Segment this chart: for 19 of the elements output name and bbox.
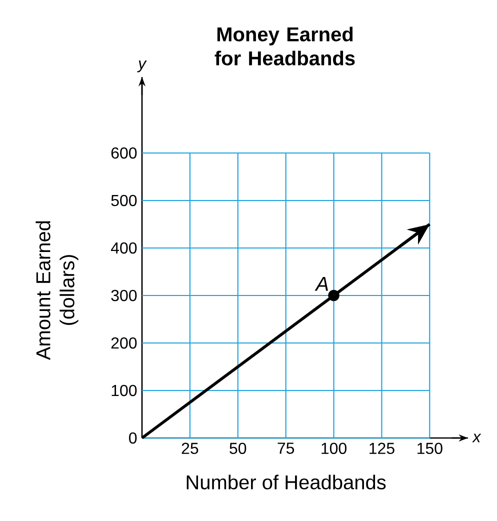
x-axis-title: Number of Headbands — [186, 474, 386, 490]
y-tick-label: 400 — [110, 242, 137, 254]
y-tick-label: 0 — [129, 432, 137, 444]
text: y — [137, 60, 147, 72]
x-tick-label: 150 — [418, 442, 442, 454]
x-tick-label: 125 — [370, 442, 394, 454]
y-tick-label: 500 — [111, 194, 137, 206]
y-tick-label: 100 — [112, 384, 137, 396]
x-tick-label: 100 — [322, 442, 346, 454]
y-tick-label: 600 — [111, 147, 137, 159]
y-tick-label: 300 — [111, 290, 137, 302]
y-tick-label: 200 — [111, 337, 137, 349]
annotation: A — [314, 277, 328, 291]
x-tick-label: 75 — [278, 442, 294, 454]
text: x — [472, 434, 482, 442]
x-tick-label: 50 — [230, 442, 246, 454]
chart-title: Money Earned for Headbands — [214, 26, 355, 66]
y-axis-title: Amount Earned (dollars) — [36, 221, 78, 360]
x-tick-label: 25 — [182, 442, 198, 454]
